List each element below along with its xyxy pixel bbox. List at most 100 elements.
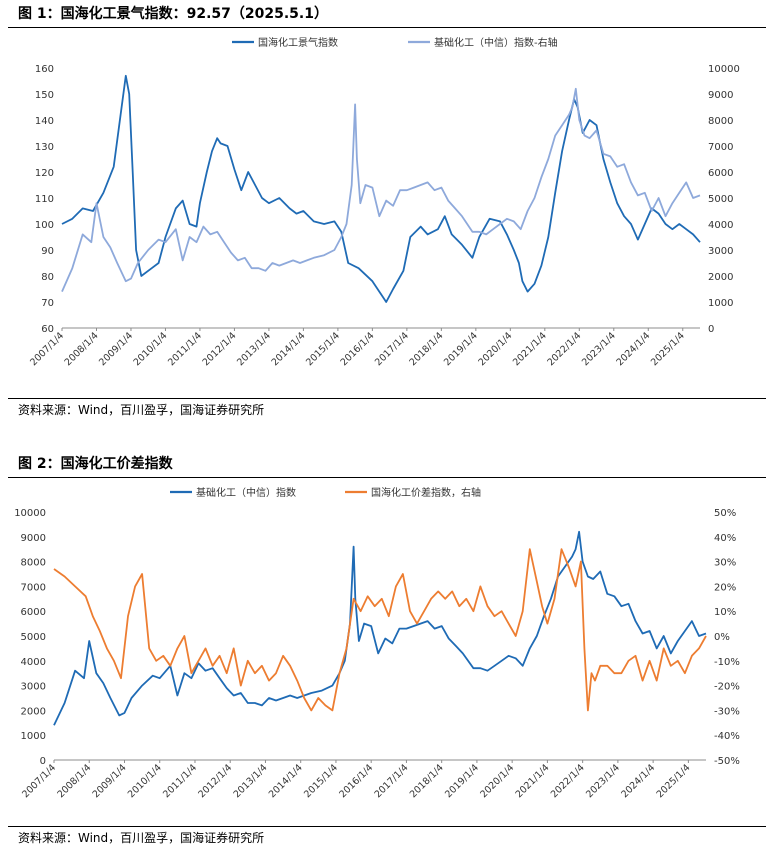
- x-tick-label: 2016/1/4: [339, 330, 377, 368]
- legend-label: 国海化工景气指数: [258, 36, 338, 49]
- x-tick-label: 2015/1/4: [304, 330, 342, 368]
- y-right-tick-label: 3000: [708, 246, 733, 257]
- x-tick-label: 2013/1/4: [235, 330, 273, 368]
- x-tick-label: 2025/1/4: [649, 330, 687, 368]
- x-tick-label: 2014/1/4: [267, 762, 305, 800]
- y-right-tick-label: -30%: [714, 706, 740, 717]
- figure-2-source: 资料来源：Wind，百川盈孚，国海证券研究所: [18, 831, 265, 845]
- y-left-tick-label: 5000: [21, 632, 46, 643]
- series-line-1: [61, 87, 701, 292]
- x-tick-label: 2014/1/4: [270, 330, 308, 368]
- y-right-tick-label: 6000: [708, 168, 733, 179]
- y-left-tick-label: 90: [41, 246, 54, 257]
- y-right-tick-label: 20%: [714, 582, 736, 593]
- y-left-tick-label: 7000: [21, 582, 46, 593]
- x-tick-label: 2024/1/4: [619, 762, 657, 800]
- x-tick-label: 2024/1/4: [614, 330, 652, 368]
- y-left-tick-label: 60: [41, 324, 54, 335]
- y-right-tick-label: 10000: [708, 64, 740, 75]
- x-tick-label: 2011/1/4: [166, 330, 204, 368]
- x-tick-label: 2025/1/4: [655, 762, 693, 800]
- x-tick-label: 2013/1/4: [232, 762, 270, 800]
- x-tick-label: 2008/1/4: [63, 330, 101, 368]
- y-left-tick-label: 3000: [21, 682, 46, 693]
- x-tick-label: 2016/1/4: [337, 762, 375, 800]
- x-tick-label: 2018/1/4: [408, 762, 446, 800]
- y-right-tick-label: 0: [708, 324, 714, 335]
- y-right-tick-label: 5000: [708, 194, 733, 205]
- y-left-tick-label: 1000: [21, 731, 46, 742]
- x-tick-label: 2021/1/4: [511, 330, 549, 368]
- x-tick-label: 2022/1/4: [545, 330, 583, 368]
- y-left-tick-label: 120: [35, 168, 54, 179]
- y-left-tick-label: 100: [35, 220, 54, 231]
- y-left-tick-label: 2000: [21, 706, 46, 717]
- y-left-tick-label: 70: [41, 298, 54, 309]
- y-right-tick-label: -20%: [714, 682, 740, 693]
- y-left-tick-label: 9000: [21, 533, 46, 544]
- x-tick-label: 2023/1/4: [584, 762, 622, 800]
- y-left-tick-label: 160: [35, 64, 54, 75]
- y-right-tick-label: 8000: [708, 116, 733, 127]
- y-left-tick-label: 150: [35, 90, 54, 101]
- y-left-tick-label: 110: [35, 194, 54, 205]
- y-left-tick-label: 0: [40, 756, 46, 767]
- y-right-tick-label: 9000: [708, 90, 733, 101]
- series-line-0: [53, 530, 707, 726]
- x-tick-label: 2022/1/4: [549, 762, 587, 800]
- x-tick-label: 2017/1/4: [373, 762, 411, 800]
- x-tick-label: 2008/1/4: [55, 762, 93, 800]
- legend-label: 基础化工（中信）指数: [196, 486, 296, 499]
- y-right-tick-label: 50%: [714, 508, 736, 519]
- y-left-tick-label: 10000: [14, 508, 46, 519]
- x-tick-label: 2017/1/4: [373, 330, 411, 368]
- x-tick-label: 2019/1/4: [443, 762, 481, 800]
- y-left-tick-label: 6000: [21, 607, 46, 618]
- x-tick-label: 2010/1/4: [126, 762, 164, 800]
- figure-1-top-rule: [8, 27, 766, 28]
- y-left-tick-label: 140: [35, 116, 54, 127]
- y-right-tick-label: -10%: [714, 657, 740, 668]
- x-tick-label: 2007/1/4: [28, 330, 66, 368]
- y-right-tick-label: 1000: [708, 298, 733, 309]
- y-right-tick-label: 40%: [714, 533, 736, 544]
- x-tick-label: 2020/1/4: [478, 762, 516, 800]
- x-tick-label: 2012/1/4: [196, 762, 234, 800]
- figure-2-top-rule: [8, 477, 766, 478]
- x-tick-label: 2015/1/4: [302, 762, 340, 800]
- y-right-tick-label: 10%: [714, 607, 736, 618]
- y-left-tick-label: 130: [35, 142, 54, 153]
- legend-label: 基础化工（中信）指数-右轴: [434, 36, 558, 49]
- x-tick-label: 2011/1/4: [161, 762, 199, 800]
- series-line-0: [61, 74, 701, 303]
- legend-label: 国海化工价差指数，右轴: [371, 486, 481, 499]
- x-tick-label: 2023/1/4: [580, 330, 618, 368]
- y-right-tick-label: 7000: [708, 142, 733, 153]
- x-tick-label: 2019/1/4: [442, 330, 480, 368]
- y-right-tick-label: 0%: [714, 632, 730, 643]
- chart-1: 60 70 80 90 100 110 120 130 140 150 160 0 1000 2000 30…: [28, 36, 740, 368]
- x-tick-label: 2021/1/4: [514, 762, 552, 800]
- y-right-tick-label: 2000: [708, 272, 733, 283]
- y-right-tick-label: 4000: [708, 220, 733, 231]
- figure-1-title: 图 1：国海化工景气指数：92.57（2025.5.1）: [18, 6, 328, 22]
- x-tick-label: 2009/1/4: [97, 330, 135, 368]
- x-tick-label: 2012/1/4: [201, 330, 239, 368]
- series-line-1: [53, 548, 707, 712]
- x-tick-label: 2020/1/4: [476, 330, 514, 368]
- y-left-tick-label: 8000: [21, 558, 46, 569]
- x-tick-label: 2009/1/4: [91, 762, 129, 800]
- x-tick-label: 2010/1/4: [132, 330, 170, 368]
- figure-2-bottom-rule: [8, 826, 766, 827]
- chart-2: 0 1000 2000 3000 4000 5000 6000 7000 8000 9000 100…: [14, 486, 740, 800]
- figure-1-source: 资料来源：Wind，百川盈孚，国海证券研究所: [18, 403, 265, 417]
- figure-2-title: 图 2：国海化工价差指数: [18, 456, 173, 472]
- x-tick-label: 2007/1/4: [20, 762, 58, 800]
- y-right-tick-label: -50%: [714, 756, 740, 767]
- y-right-tick-label: -40%: [714, 731, 740, 742]
- y-left-tick-label: 80: [41, 272, 54, 283]
- figure-1-bottom-rule: [8, 398, 766, 399]
- y-left-tick-label: 4000: [21, 657, 46, 668]
- x-tick-label: 2018/1/4: [408, 330, 446, 368]
- y-right-tick-label: 30%: [714, 558, 736, 569]
